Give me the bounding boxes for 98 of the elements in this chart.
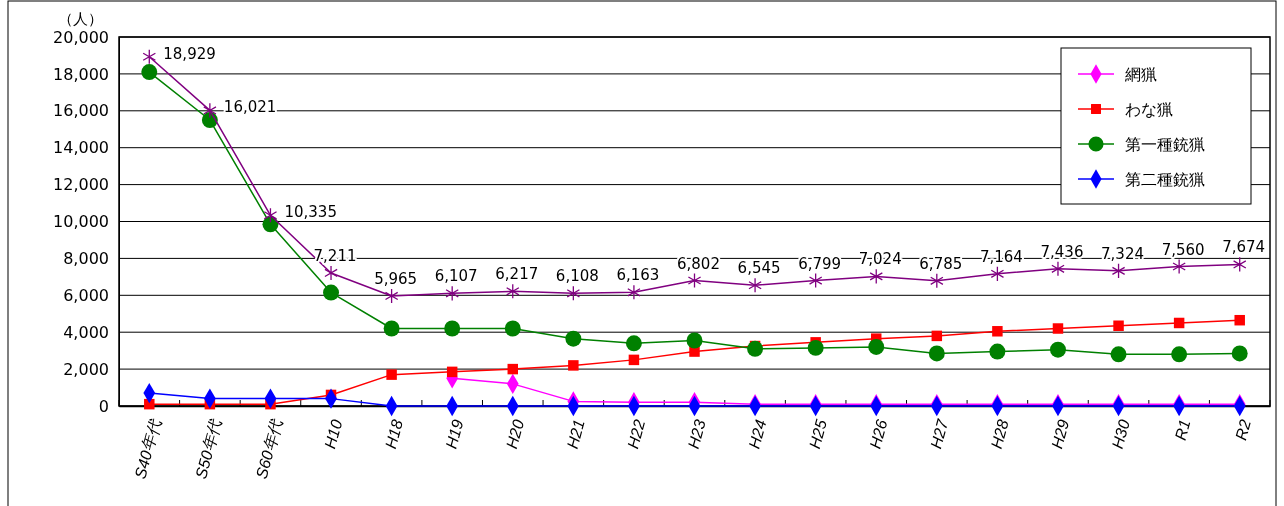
point — [931, 330, 943, 342]
legend-label: わな猟 — [1125, 100, 1173, 119]
data-label: 6,163 — [616, 266, 660, 285]
data-label: 6,108 — [555, 267, 599, 286]
point — [565, 330, 582, 347]
x-tick-label: S50年代 — [192, 415, 225, 481]
point — [808, 272, 823, 289]
x-tick-label: H28 — [987, 417, 1012, 451]
legend-label: 第二種銃猟 — [1125, 170, 1205, 189]
data-label: 18,929 — [163, 44, 216, 63]
point — [928, 345, 945, 362]
y-tick-label: 4,000 — [63, 322, 109, 342]
point — [507, 363, 519, 375]
legend-label: 第一種銃猟 — [1125, 135, 1205, 154]
x-tick-label: H25 — [805, 417, 830, 451]
legend-label: 網猟 — [1124, 65, 1157, 84]
y-tick-label: 12,000 — [53, 175, 109, 195]
y-tick-label: 10,000 — [53, 212, 109, 232]
x-tick-label: H29 — [1048, 417, 1073, 451]
point — [568, 360, 579, 371]
x-tick-label: H26 — [866, 417, 891, 451]
y-tick-label: 18,000 — [53, 64, 109, 84]
y-axis-title: （人） — [57, 10, 103, 28]
x-tick-label: H10 — [321, 417, 346, 451]
point — [1172, 258, 1186, 275]
point — [506, 283, 520, 299]
data-label: 6,545 — [737, 259, 781, 278]
point — [990, 266, 1005, 282]
x-tick-label: H27 — [927, 416, 952, 451]
point — [1231, 345, 1248, 362]
x-tick-label: H30 — [1108, 417, 1133, 451]
point — [324, 265, 338, 281]
x-tick-label: H18 — [381, 417, 406, 451]
point — [628, 354, 640, 366]
point — [1232, 256, 1247, 273]
point — [807, 339, 824, 356]
point — [384, 288, 399, 304]
point — [627, 284, 641, 300]
x-tick-label: H20 — [503, 417, 528, 451]
data-label: 6,107 — [434, 267, 478, 286]
y-tick-label: 20,000 — [53, 27, 109, 47]
point — [930, 273, 944, 289]
data-label: 7,560 — [1161, 240, 1205, 259]
point — [144, 398, 155, 410]
y-tick-label: 14,000 — [53, 138, 109, 158]
point — [142, 49, 157, 65]
data-label: 6,802 — [677, 254, 720, 273]
point — [1049, 341, 1066, 358]
point — [1173, 317, 1185, 329]
point — [444, 320, 461, 337]
point — [1110, 346, 1127, 363]
point — [566, 285, 581, 302]
y-tick-label: 8,000 — [63, 249, 109, 269]
point — [323, 284, 340, 301]
x-tick-label: R2 — [1232, 417, 1255, 442]
point — [625, 335, 642, 352]
data-label: 7,674 — [1222, 238, 1266, 257]
y-tick-label: 2,000 — [63, 359, 109, 379]
point — [446, 366, 458, 378]
point — [263, 207, 278, 224]
data-label: 6,217 — [495, 265, 539, 284]
x-tick-label: H24 — [745, 417, 770, 451]
point — [748, 277, 762, 293]
point — [1111, 263, 1126, 279]
point — [141, 64, 158, 81]
point — [687, 272, 702, 289]
point — [1113, 320, 1124, 331]
x-tick-label: H19 — [442, 417, 467, 451]
point — [1234, 314, 1245, 326]
y-tick-label: 0 — [98, 396, 109, 416]
point — [992, 326, 1003, 337]
point — [868, 339, 885, 355]
point — [686, 332, 703, 349]
data-label: 7,324 — [1101, 244, 1145, 263]
point — [445, 285, 459, 302]
point — [1052, 323, 1064, 334]
data-label: 10,335 — [284, 203, 337, 222]
data-label: 5,965 — [374, 269, 418, 288]
point — [203, 102, 217, 119]
point — [869, 268, 883, 285]
x-tick-label: R1 — [1171, 417, 1194, 442]
point — [989, 343, 1006, 360]
y-tick-label: 6,000 — [63, 285, 109, 305]
x-tick-label: H21 — [563, 417, 588, 451]
y-tick-label: 16,000 — [53, 101, 109, 121]
data-label: 6,785 — [919, 254, 963, 273]
point — [383, 320, 400, 337]
point — [504, 320, 521, 337]
data-label: 6,799 — [798, 254, 842, 273]
point — [1171, 346, 1188, 363]
point — [386, 369, 397, 380]
x-tick-label: H22 — [624, 417, 649, 451]
x-tick-label: S60年代 — [252, 415, 286, 481]
data-label: 7,436 — [1040, 242, 1084, 261]
x-tick-label: S40年代 — [131, 415, 165, 481]
x-tick-label: H23 — [684, 417, 709, 451]
point — [747, 340, 764, 357]
point — [1051, 261, 1065, 277]
